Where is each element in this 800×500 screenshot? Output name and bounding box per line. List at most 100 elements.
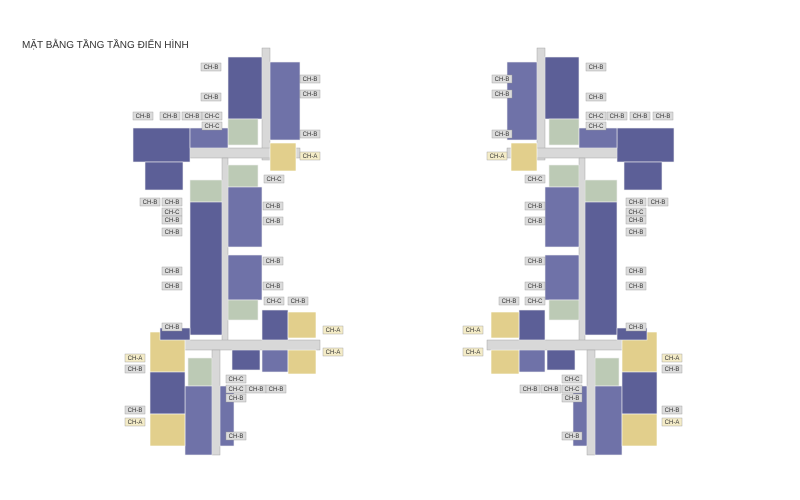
label-box: [498, 296, 520, 306]
label-box: [124, 353, 146, 363]
unit-label: CH-B: [589, 65, 604, 71]
label-box: [625, 227, 647, 237]
unit-label: CH-B: [589, 95, 604, 101]
label-box: [524, 281, 546, 291]
unit-label: CH-B: [269, 387, 284, 393]
label-box: [625, 322, 647, 332]
label-box: [287, 296, 309, 306]
unit-label: CH-B: [303, 92, 318, 98]
label-box: [161, 227, 183, 237]
label-box: [524, 174, 546, 184]
unit-label: CH-B: [665, 367, 680, 373]
unit-label: CH-C: [589, 114, 605, 120]
label-box: [462, 347, 484, 357]
unit-label: CH-B: [204, 95, 219, 101]
unit-label: CH-C: [528, 177, 544, 183]
label-box: [625, 281, 647, 291]
label-box: [585, 62, 607, 72]
label-box: [159, 111, 181, 121]
label-box: [540, 384, 562, 394]
unit-label: CH-C: [629, 210, 645, 216]
label-box: [124, 364, 146, 374]
unit-label: CH-B: [656, 114, 671, 120]
label-box: [524, 216, 546, 226]
unit-label: CH-B: [136, 114, 151, 120]
unit-label: CH-C: [229, 387, 245, 393]
label-box: [629, 111, 651, 121]
unit-label: CH-B: [303, 132, 318, 138]
label-box: [139, 197, 161, 207]
unit-label: CH-A: [466, 350, 481, 356]
label-box: [491, 89, 513, 99]
unit-label: CH-B: [163, 114, 178, 120]
title: MẶT BẰNG TẦNG TẦNG ĐIỂN HÌNH: [22, 38, 189, 51]
unit-label: CH-B: [165, 325, 180, 331]
unit-label: CH-B: [629, 284, 644, 290]
unit-label: CH-B: [495, 132, 510, 138]
unit-label: CH-A: [303, 154, 318, 160]
label-box: [647, 197, 669, 207]
label-box: [161, 322, 183, 332]
unit-label: CH-B: [303, 77, 318, 83]
unit-label: CH-B: [165, 269, 180, 275]
label-box: [161, 266, 183, 276]
label-box: [161, 281, 183, 291]
unit-labels: CH-B CH-B CH-B CH-B CH-B CH-B CH-B CH-C CH-C CH-B…: [124, 62, 683, 441]
unit-label: CH-C: [205, 114, 221, 120]
label-box: [462, 325, 484, 335]
label-box: [225, 431, 247, 441]
unit-label: CH-C: [565, 387, 581, 393]
unit-label: CH-B: [528, 284, 543, 290]
unit-label: CH-B: [143, 200, 158, 206]
unit-label: CH-B: [165, 230, 180, 236]
unit-label: CH-B: [502, 299, 517, 305]
unit-label: CH-A: [466, 328, 481, 334]
unit-label: CH-A: [128, 356, 143, 362]
label-box: [263, 296, 285, 306]
unit-label: CH-B: [651, 200, 666, 206]
label-box: [661, 353, 683, 363]
unit-label: CH-B: [128, 367, 143, 373]
label-box: [262, 216, 284, 226]
label-box: [652, 111, 674, 121]
unit-label: CH-B: [544, 387, 559, 393]
unit-label: CH-B: [629, 230, 644, 236]
label-box: [585, 121, 607, 131]
label-box: [299, 151, 321, 161]
label-box: [491, 129, 513, 139]
label-box: [606, 111, 628, 121]
unit-label: CH-B: [204, 65, 219, 71]
label-box: [625, 197, 647, 207]
label-box: [524, 296, 546, 306]
unit-label: CH-B: [610, 114, 625, 120]
label-box: [225, 374, 247, 384]
unit-label: CH-B: [629, 325, 644, 331]
label-box: [561, 384, 583, 394]
unit-label: CH-B: [629, 218, 644, 224]
label-box: [262, 201, 284, 211]
unit-label: CH-B: [291, 299, 306, 305]
unit-label: CH-B: [249, 387, 264, 393]
label-box: [585, 111, 607, 121]
label-box: [161, 215, 183, 225]
label-box: [625, 215, 647, 225]
label-box: [585, 92, 607, 102]
unit-label: CH-B: [229, 396, 244, 402]
label-box: [322, 325, 344, 335]
unit-label: CH-C: [165, 210, 181, 216]
label-box: [661, 364, 683, 374]
unit-label: CH-A: [326, 350, 341, 356]
unit-label: CH-B: [629, 269, 644, 275]
unit-label: CH-B: [565, 434, 580, 440]
unit-label: CH-B: [165, 200, 180, 206]
label-box: [299, 89, 321, 99]
unit-label: CH-C: [267, 177, 283, 183]
label-box: [262, 281, 284, 291]
label-box: [519, 384, 541, 394]
label-box: [524, 256, 546, 266]
unit-label: CH-B: [665, 408, 680, 414]
unit-label: CH-B: [495, 92, 510, 98]
label-box: [201, 121, 223, 131]
label-box: [561, 374, 583, 384]
label-box: [299, 74, 321, 84]
